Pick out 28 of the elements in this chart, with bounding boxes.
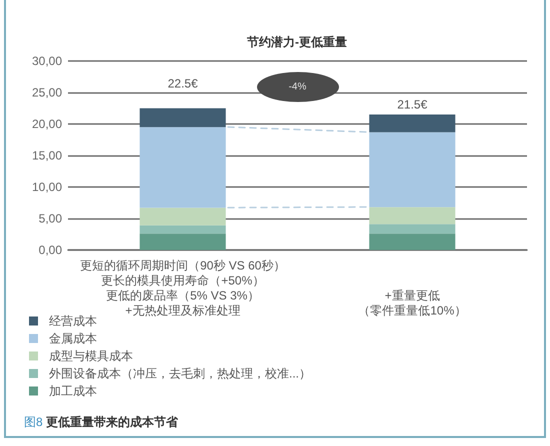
bar: [140, 234, 226, 250]
legend-label: 经营成本: [49, 314, 97, 328]
bar: [369, 207, 456, 224]
y-tick-label: 20,00: [32, 117, 62, 131]
legend-label: 成型与模具成本: [49, 349, 133, 363]
y-tick-label: 15,00: [32, 148, 62, 162]
legend-label: 外围设备成本（冲压，去毛刺，热处理，校准...）: [49, 366, 312, 380]
y-tick-label: 25,00: [32, 86, 62, 100]
caption: 图8 更低重量带来的成本节省: [24, 414, 178, 431]
total-label: 21.5€: [397, 98, 428, 112]
bar: [369, 224, 456, 234]
bar: [369, 234, 456, 250]
bar: [369, 114, 456, 132]
annotation: -4%: [288, 82, 306, 92]
x-tick-label: +重量更低（零件重量低10%）: [358, 288, 466, 318]
y-tick-label: 0,00: [38, 243, 62, 257]
bar: [140, 127, 226, 208]
bar: [140, 225, 226, 234]
total-label: 22.5€: [168, 76, 198, 90]
legend-label: 加工成本: [49, 384, 97, 398]
y-tick-label: 5,00: [38, 212, 62, 226]
chart-title: 节约潜力-更低重量: [246, 35, 347, 49]
bar: [140, 208, 226, 226]
bar: [369, 132, 456, 208]
bar: [140, 108, 226, 128]
y-tick-label: 10,00: [32, 180, 62, 194]
legend-label: 金属成本: [49, 332, 97, 346]
y-tick-label: 30,00: [32, 54, 62, 68]
